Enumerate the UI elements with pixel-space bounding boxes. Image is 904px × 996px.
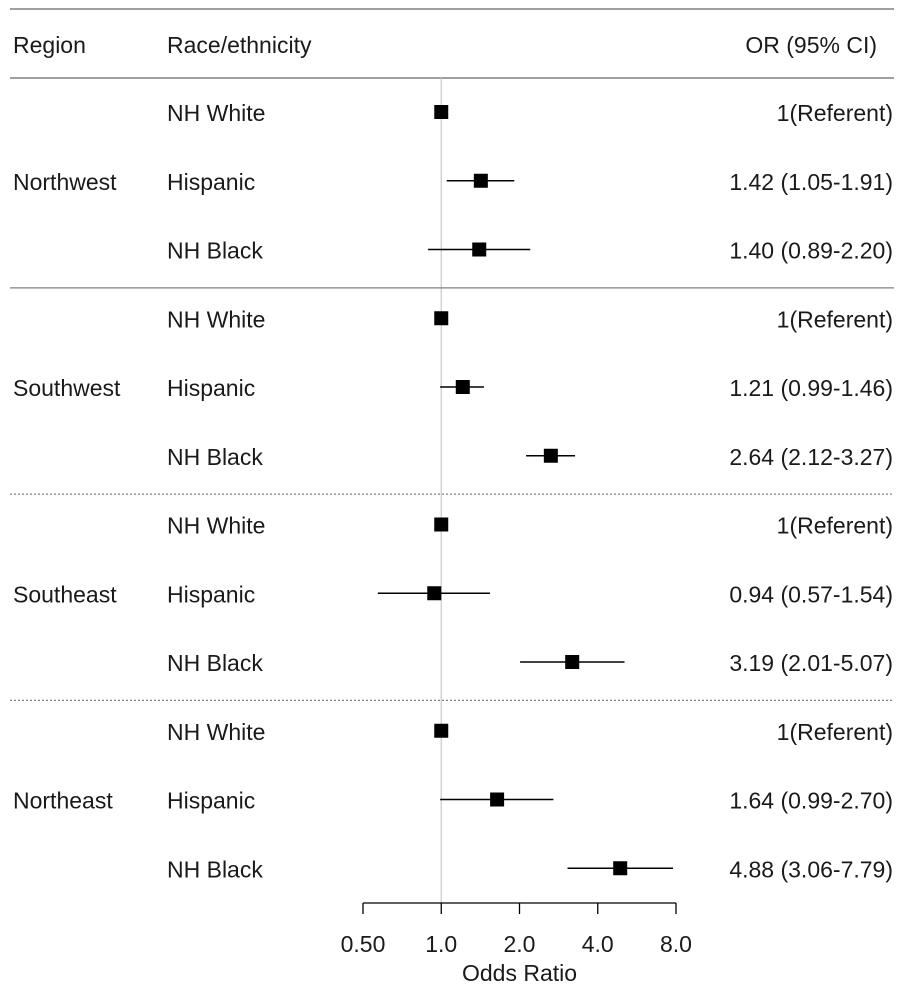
- or-ci-text: 1(Referent): [777, 100, 893, 126]
- header-race: Race/ethnicity: [167, 32, 312, 58]
- x-tick-label: 8.0: [660, 931, 692, 957]
- or-ci-text: 2.64 (2.12-3.27): [729, 444, 893, 470]
- x-tick-label: 2.0: [504, 931, 536, 957]
- or-ci-text: 0.94 (0.57-1.54): [729, 581, 893, 607]
- race-label: NH Black: [167, 856, 263, 882]
- race-label: NH Black: [167, 444, 263, 470]
- point-estimate: [434, 723, 449, 738]
- or-ci-text: 1(Referent): [777, 719, 893, 745]
- point-estimate: [434, 105, 449, 119]
- race-label: NH White: [167, 719, 265, 745]
- header-or: OR (95% CI): [745, 32, 877, 58]
- race-label: Hispanic: [167, 788, 255, 814]
- x-axis-label: Odds Ratio: [462, 960, 577, 986]
- point-estimate: [427, 586, 442, 601]
- x-axis: 0.50 1.0 2.0 4.0 8.0 Odds Ratio: [341, 902, 692, 986]
- region-label: Southeast: [13, 581, 117, 607]
- point-estimate: [613, 861, 628, 876]
- region-label: Northeast: [13, 788, 113, 814]
- point-estimate: [543, 448, 558, 463]
- race-label: Hispanic: [167, 169, 255, 195]
- rows-layer: Northwest NH White 1(Referent) Hispanic 1.42…: [10, 100, 894, 882]
- race-label: NH White: [167, 100, 265, 126]
- or-ci-text: 1(Referent): [777, 306, 893, 332]
- point-estimate: [434, 311, 449, 326]
- x-tick-label: 1.0: [425, 931, 457, 957]
- or-ci-text: 1.21 (0.99-1.46): [729, 375, 893, 401]
- or-ci-text: 1.64 (0.99-2.70): [729, 788, 893, 814]
- region-label: Southwest: [13, 375, 121, 401]
- race-label: Hispanic: [167, 581, 255, 607]
- race-label: NH Black: [167, 238, 263, 264]
- point-estimate: [490, 792, 505, 807]
- region-label: Northwest: [13, 169, 117, 195]
- x-tick-label: 0.50: [341, 931, 386, 957]
- x-tick-label: 4.0: [582, 931, 614, 957]
- point-estimate: [455, 380, 470, 394]
- or-ci-text: 1.42 (1.05-1.91): [729, 169, 893, 195]
- race-label: NH Black: [167, 650, 263, 676]
- or-ci-text: 1.40 (0.89-2.20): [729, 238, 893, 264]
- race-label: Hispanic: [167, 375, 255, 401]
- header-region: Region: [13, 32, 86, 58]
- or-ci-text: 4.88 (3.06-7.79): [729, 856, 893, 882]
- or-ci-text: 3.19 (2.01-5.07): [729, 650, 893, 676]
- point-estimate: [473, 173, 488, 188]
- race-label: NH White: [167, 306, 265, 332]
- point-estimate: [434, 517, 449, 532]
- race-label: NH White: [167, 513, 265, 539]
- point-estimate: [565, 655, 580, 669]
- or-ci-text: 1(Referent): [777, 513, 893, 539]
- point-estimate: [472, 242, 487, 257]
